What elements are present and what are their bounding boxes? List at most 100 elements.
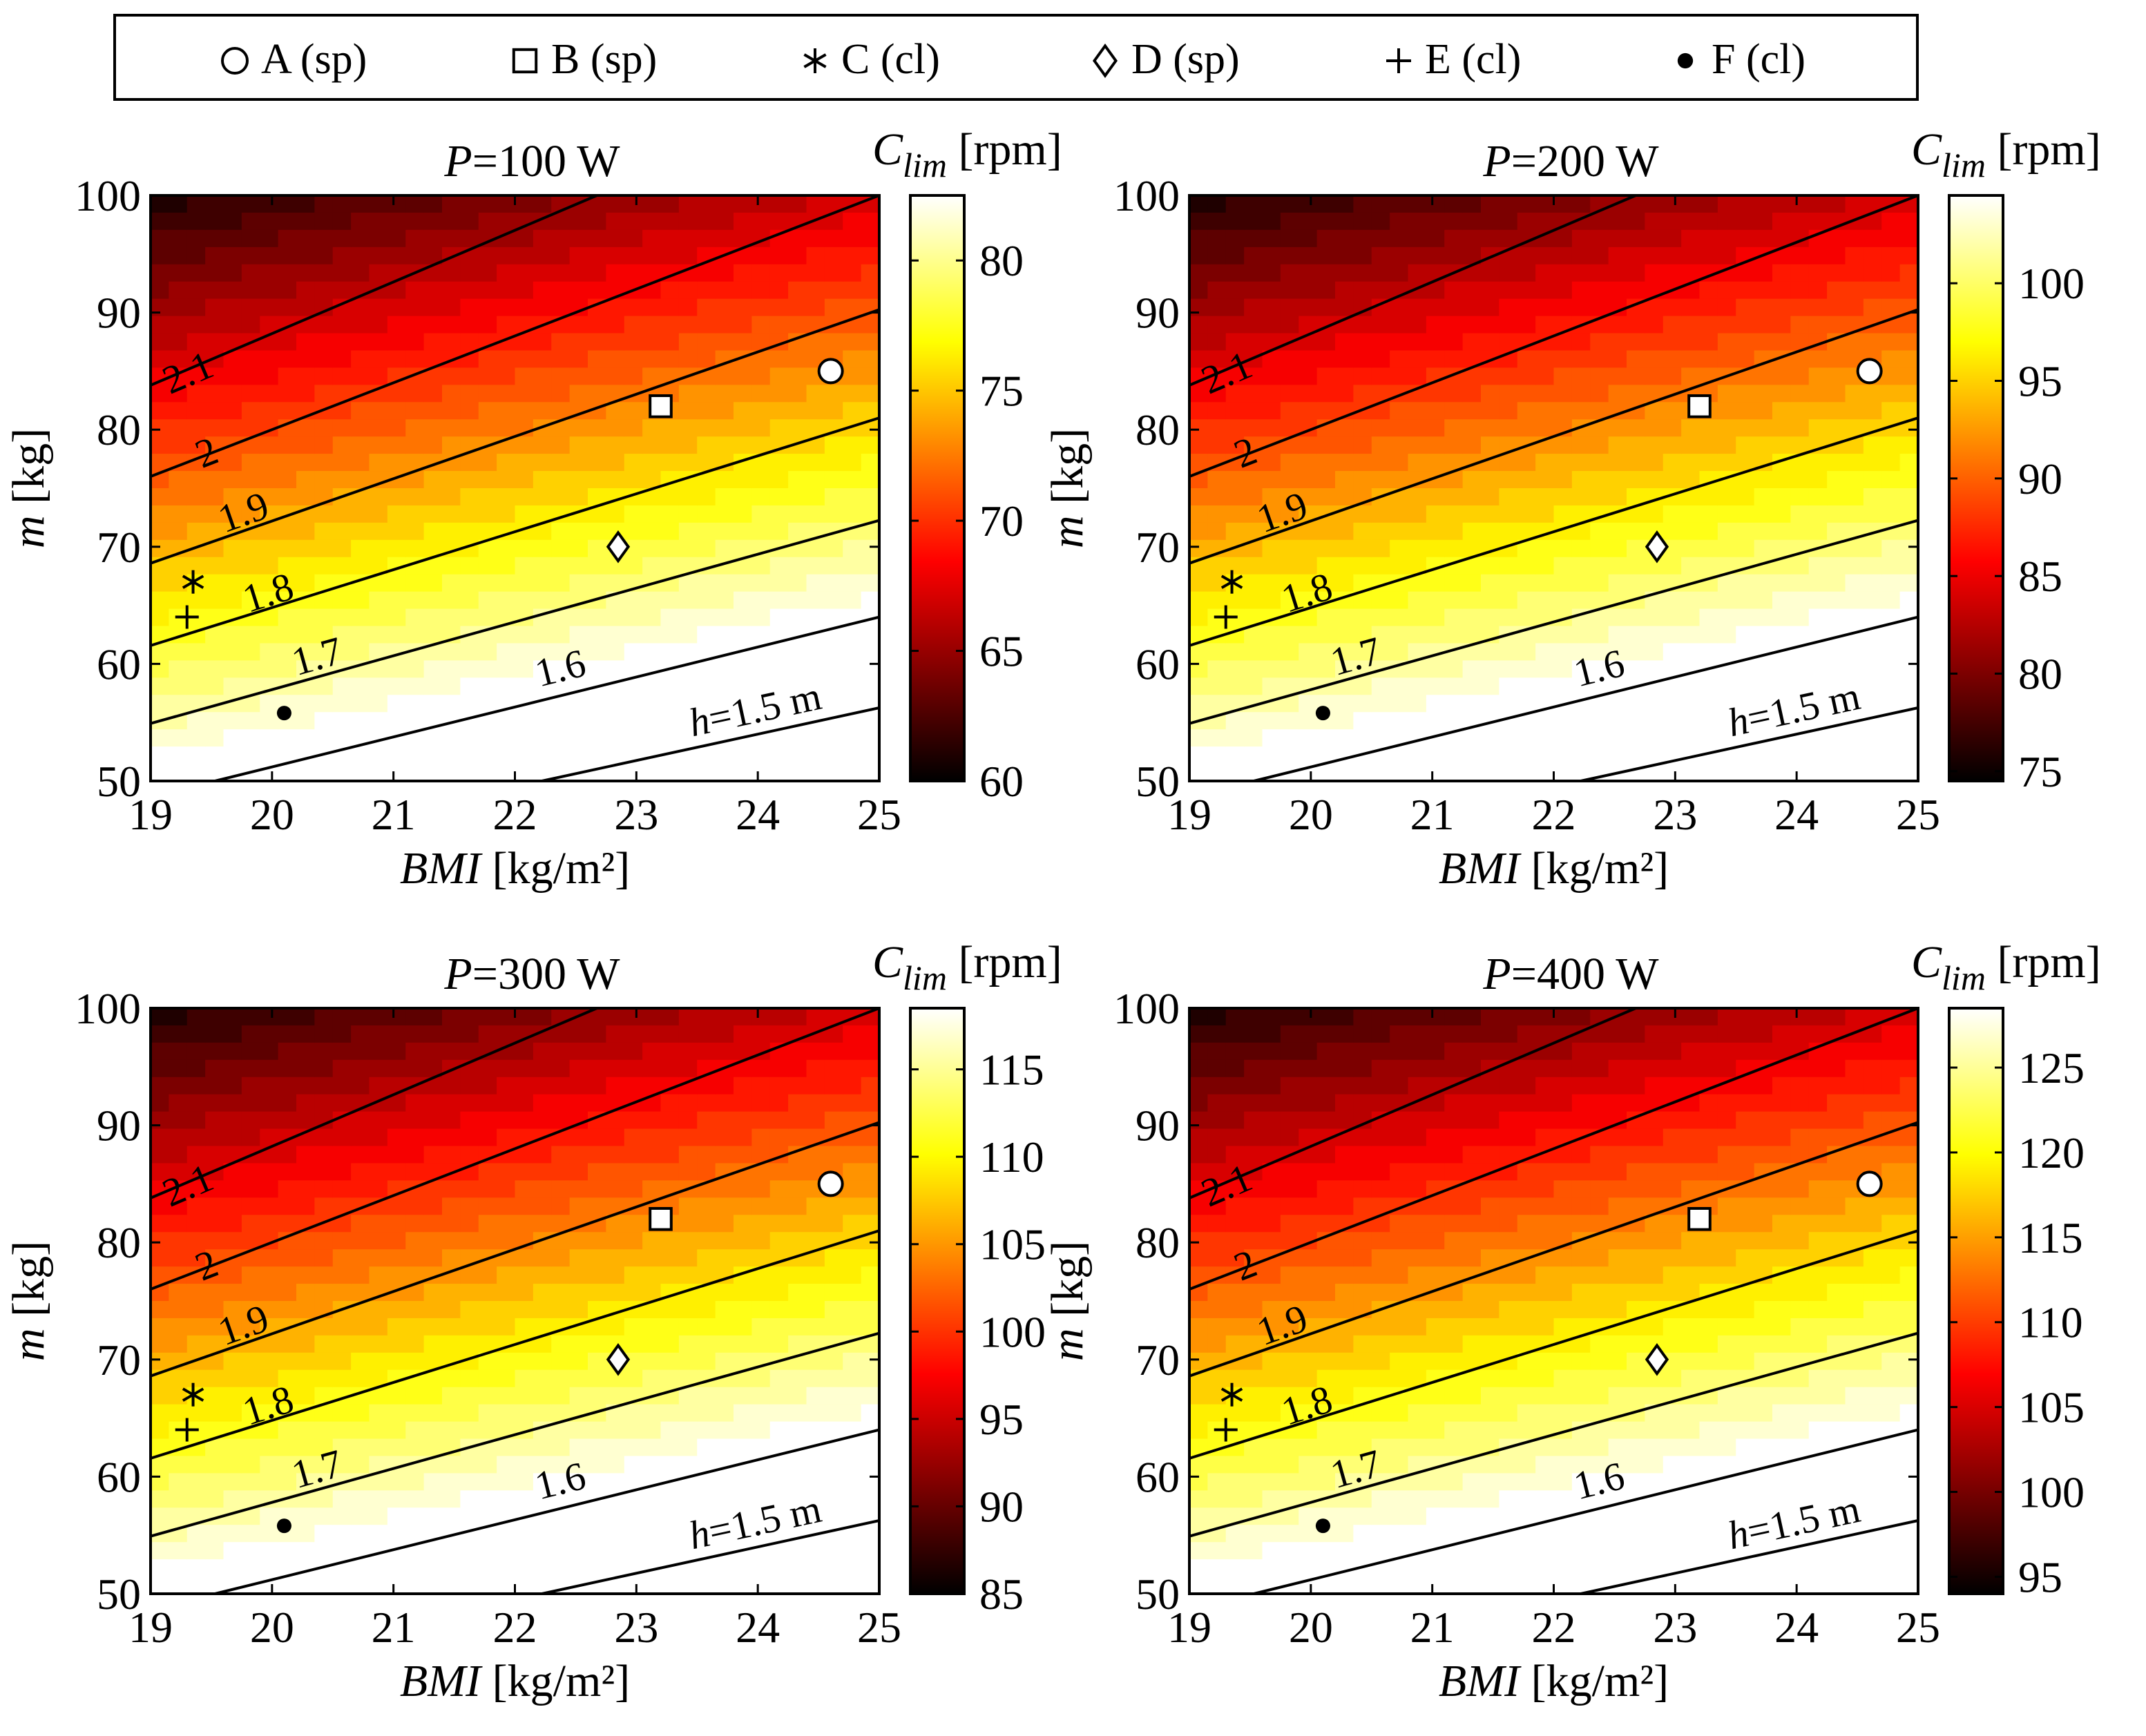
colorbar-tick-label: 80 xyxy=(2018,650,2062,699)
contour-line xyxy=(150,1331,880,1538)
legend-marker-plus xyxy=(1386,48,1411,73)
colorbar-tick-label: 90 xyxy=(979,1482,1024,1531)
colorbar-tick-label: 95 xyxy=(979,1395,1024,1444)
y-axis-label: m [kg] xyxy=(1042,1241,1093,1361)
y-axis-label: m [kg] xyxy=(3,1241,54,1361)
point-D xyxy=(606,530,631,563)
colorbar-label: Clim [rpm] xyxy=(1911,124,2101,184)
y-tick-label: 50 xyxy=(1136,1570,1180,1619)
y-tick-label: 80 xyxy=(97,405,141,454)
colorbar-label: Clim [rpm] xyxy=(872,124,1062,184)
legend-marker-diamond-open xyxy=(1092,43,1118,79)
x-tick-label: 24 xyxy=(736,790,780,839)
colorbar: 95 100 105 110 115 120 125 Clim [rpm] xyxy=(1911,937,2101,1601)
colorbar-tick-label: 115 xyxy=(2018,1213,2083,1262)
contour-line xyxy=(150,519,880,725)
x-axis: 19 20 21 22 23 24 25 xyxy=(1167,195,1940,839)
x-axis-label: BMI [kg/m²] xyxy=(400,843,630,894)
contour-line xyxy=(1189,416,1919,647)
point-E xyxy=(1214,605,1238,629)
y-tick-label: 90 xyxy=(1136,289,1180,338)
contour-line xyxy=(214,615,880,782)
point-F xyxy=(1315,1518,1330,1534)
point-C xyxy=(1220,1382,1243,1407)
heatmap-field xyxy=(151,1008,880,1594)
point-B xyxy=(1687,394,1712,418)
contour-line xyxy=(1189,1331,1919,1538)
point-B xyxy=(1687,1206,1712,1231)
x-tick-label: 25 xyxy=(1896,790,1940,839)
x-tick-label: 19 xyxy=(1167,790,1211,839)
contour-line xyxy=(1189,519,1919,725)
colorbar-label: Clim [rpm] xyxy=(1911,937,2101,997)
point-C xyxy=(1220,570,1243,594)
y-tick-label: 70 xyxy=(97,1335,141,1385)
colorbar-tick-label: 80 xyxy=(979,236,1024,285)
x-tick-label: 20 xyxy=(1289,1603,1333,1652)
y-tick-label: 50 xyxy=(1136,757,1180,806)
contour-line xyxy=(1189,1229,1919,1460)
legend-item: C (cl) xyxy=(803,36,940,83)
point-E xyxy=(175,1418,199,1442)
contour-line xyxy=(542,1519,880,1595)
colorbar-tick-label: 65 xyxy=(979,627,1024,676)
x-tick-label: 21 xyxy=(1410,790,1455,839)
y-tick-label: 100 xyxy=(1113,984,1180,1033)
panel-title: P=100 W xyxy=(443,136,620,186)
x-tick-label: 20 xyxy=(250,1603,294,1652)
y-tick-label: 90 xyxy=(97,1101,141,1150)
point-F xyxy=(1315,706,1330,721)
colorbar-tick-label: 110 xyxy=(2018,1298,2083,1347)
contour-line xyxy=(150,308,880,565)
contour-line xyxy=(1189,1121,1919,1378)
legend-label: A (sp) xyxy=(261,36,367,83)
legend-marker-asterisk xyxy=(803,48,827,73)
contour-line xyxy=(1253,615,1919,782)
y-tick-label: 60 xyxy=(1136,1452,1180,1501)
contour-line xyxy=(1189,194,1919,478)
contour-line xyxy=(150,1229,880,1460)
colorbar-gradient xyxy=(1948,194,2004,782)
y-tick-label: 100 xyxy=(1113,171,1180,220)
y-tick-label: 90 xyxy=(1136,1101,1180,1150)
legend-label: E (cl) xyxy=(1425,36,1521,83)
x-tick-label: 19 xyxy=(128,1603,173,1652)
colorbar-tick-label: 70 xyxy=(979,496,1024,546)
x-axis-label: BMI [kg/m²] xyxy=(400,1656,630,1706)
legend-item: A (sp) xyxy=(221,36,367,83)
contour-line xyxy=(542,706,880,782)
data-points xyxy=(175,1170,844,1534)
colorbar-tick-label: 85 xyxy=(2018,552,2062,601)
x-tick-label: 22 xyxy=(1532,1603,1576,1652)
legend: A (sp) B (sp) C (cl) D (sp) E (cl) F (cl) xyxy=(113,14,1919,101)
legend-marker-square-open xyxy=(512,48,538,74)
x-tick-label: 23 xyxy=(614,790,658,839)
x-axis-label: BMI [kg/m²] xyxy=(1439,843,1669,894)
y-axis: 50 60 70 80 90 100 xyxy=(1113,984,1918,1619)
contour-line xyxy=(150,194,598,387)
heatmap-field xyxy=(151,195,880,782)
legend-frame xyxy=(113,14,1919,101)
point-E xyxy=(175,605,199,629)
point-D xyxy=(1645,1342,1669,1376)
point-C xyxy=(182,570,204,594)
x-tick-label: 21 xyxy=(1410,1603,1455,1652)
y-tick-label: 100 xyxy=(75,171,141,220)
data-points xyxy=(175,358,844,721)
y-tick-label: 70 xyxy=(1136,1335,1180,1385)
colorbar-tick-label: 115 xyxy=(979,1045,1044,1094)
x-tick-label: 21 xyxy=(372,790,416,839)
legend-item: E (cl) xyxy=(1386,36,1521,83)
x-tick-label: 24 xyxy=(736,1603,780,1652)
panel-title: P=300 W xyxy=(443,949,620,999)
legend-item: B (sp) xyxy=(512,36,657,83)
x-tick-label: 22 xyxy=(1532,790,1576,839)
x-tick-label: 21 xyxy=(372,1603,416,1652)
heatmap-field xyxy=(1189,1008,1919,1594)
legend-label: B (sp) xyxy=(551,36,657,83)
panel-title: P=400 W xyxy=(1482,949,1659,999)
colorbar-tick-label: 100 xyxy=(979,1307,1046,1356)
y-axis-label: m [kg] xyxy=(3,428,54,548)
chart-panel: h=1.5 m1.61.71.81.922.119 20 21 22 23 24 25506… xyxy=(3,124,1062,894)
